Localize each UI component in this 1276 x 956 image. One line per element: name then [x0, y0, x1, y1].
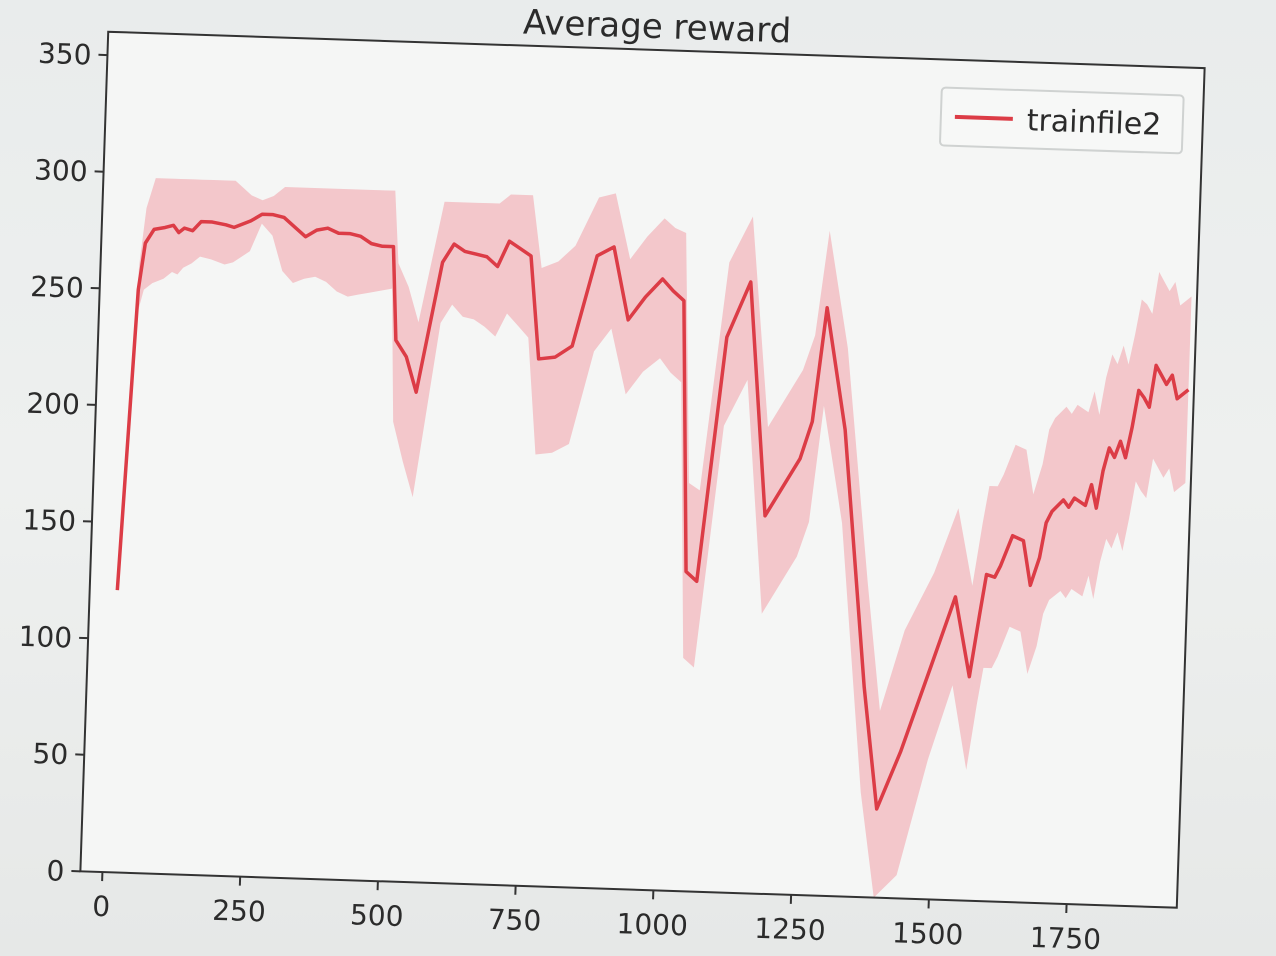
- x-tick-label: 1000: [616, 907, 688, 942]
- confidence-band-layer: [117, 178, 1192, 898]
- y-tick-label: 350: [37, 37, 92, 72]
- x-tick-label: 1250: [754, 912, 826, 947]
- x-tick-label: 750: [487, 903, 542, 938]
- series-line-layer: [115, 212, 1190, 811]
- x-tick-label: 1750: [1029, 921, 1101, 956]
- x-tick-label: 500: [349, 898, 404, 933]
- legend-swatch: [954, 114, 1013, 121]
- y-tick-label: 250: [30, 270, 85, 305]
- plot-frame: [79, 30, 1206, 909]
- legend-entry-trainfile2: trainfile2: [1026, 103, 1162, 142]
- y-tick-label: 50: [32, 737, 69, 771]
- y-tick-label: 0: [46, 854, 65, 888]
- x-tick-label: 1500: [892, 916, 964, 951]
- y-tick-label: 200: [26, 387, 81, 422]
- series-band-trainfile2: [117, 178, 1192, 898]
- y-tick-label: 150: [22, 503, 77, 538]
- x-axis: 0 250 500 750 1000 1250 1500 1750: [92, 872, 1102, 956]
- y-tick-label: 100: [18, 620, 73, 655]
- legend-box: [939, 86, 1185, 155]
- x-tick-label: 0: [92, 890, 111, 924]
- series-line-trainfile2: [115, 212, 1190, 811]
- y-tick-label: 300: [34, 153, 89, 188]
- chart-title: Average reward: [523, 3, 792, 52]
- y-axis: 0 50 100 150 200 250 300 350: [18, 37, 108, 888]
- plot-area: [80, 31, 1205, 908]
- legend: trainfile2: [939, 86, 1185, 155]
- x-tick-label: 250: [212, 894, 267, 929]
